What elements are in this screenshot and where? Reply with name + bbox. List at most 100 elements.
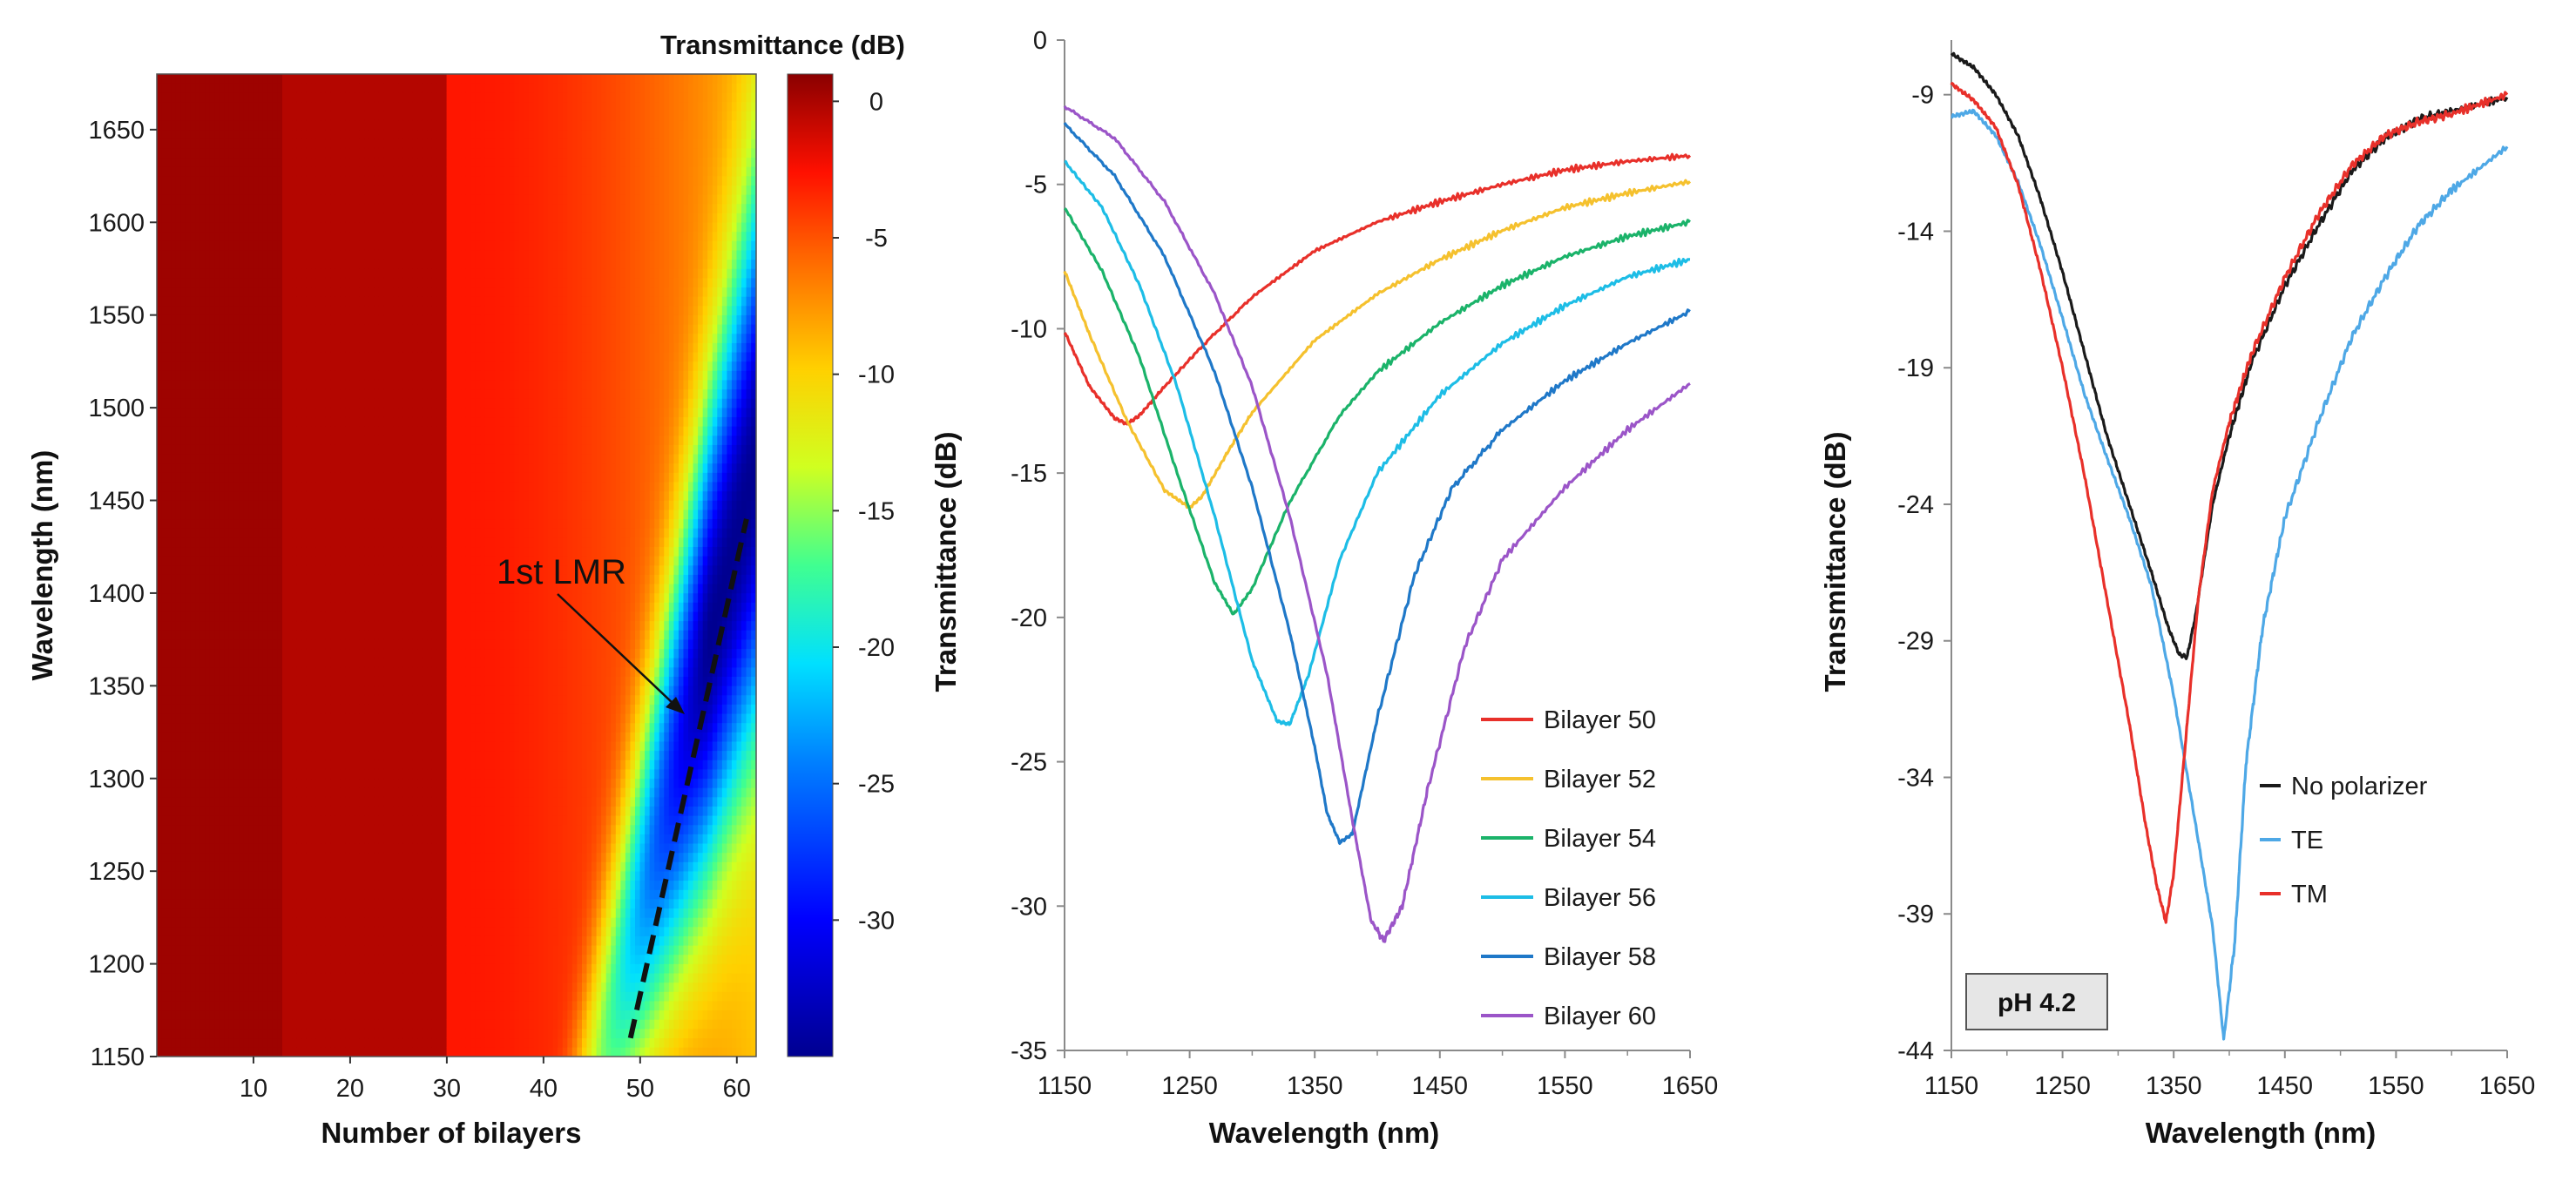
heatmap-cell: [368, 194, 375, 205]
heatmap-cell: [243, 194, 249, 205]
heatmap-cell: [281, 583, 288, 594]
heatmap-cell: [171, 157, 177, 167]
heatmap-cell: [157, 91, 162, 103]
heatmap-cell: [296, 982, 302, 992]
heatmap-cell: [272, 74, 279, 84]
heatmap-cell: [292, 481, 298, 492]
heatmap-cell: [239, 296, 245, 307]
heatmap-cell: [171, 277, 177, 288]
heatmap-cell: [199, 638, 206, 650]
heatmap-cell: [209, 852, 215, 862]
heatmap-cell: [166, 889, 172, 900]
heatmap-cell: [205, 880, 211, 890]
heatmap-cell: [161, 528, 167, 538]
heatmap-cell: [349, 704, 355, 714]
heatmap-cell: [228, 296, 235, 307]
heatmap-cell: [228, 712, 235, 724]
heatmap-cell: [199, 166, 206, 177]
heatmap-cell: [355, 166, 361, 177]
heatmap-cell: [378, 361, 385, 371]
heatmap-cell: [205, 398, 211, 409]
heatmap-cell: [364, 842, 370, 854]
heatmap-cell: [161, 583, 167, 594]
heatmap-cell: [175, 722, 182, 733]
heatmap-cell: [296, 861, 302, 872]
heatmap-cell: [277, 806, 283, 816]
heatmap-cell: [277, 658, 283, 668]
heatmap-cell: [253, 490, 259, 501]
heatmap-cell: [301, 138, 308, 149]
heatmap-cell: [195, 379, 201, 390]
heatmap-cell: [219, 119, 225, 131]
heatmap-cell: [262, 666, 268, 677]
heatmap-cell: [378, 666, 385, 677]
heatmap-cell: [258, 889, 264, 900]
heatmap-cell: [248, 537, 254, 548]
heatmap-cell: [171, 101, 177, 111]
heatmap-cell: [171, 611, 177, 622]
heatmap-cell: [301, 454, 308, 464]
heatmap-cell: [267, 935, 274, 946]
heatmap-cell: [180, 240, 186, 251]
heatmap-cell: [214, 398, 220, 409]
heatmap-cell: [335, 972, 341, 983]
heatmap-cell: [335, 870, 341, 881]
heatmap-cell: [321, 787, 327, 798]
heatmap-cell: [180, 166, 186, 177]
heatmap-cell: [224, 119, 230, 131]
heatmap-cell: [330, 426, 336, 436]
heatmap-cell: [157, 83, 162, 93]
heatmap-cell: [330, 889, 336, 900]
heatmap-cell: [205, 926, 211, 936]
heatmap-cell: [277, 592, 283, 603]
heatmap-cell: [239, 324, 245, 334]
heatmap-cell: [281, 1028, 288, 1039]
heatmap-cell: [345, 815, 351, 826]
heatmap-cell: [233, 898, 240, 909]
heatmap-cell: [233, 481, 240, 492]
heatmap-cell: [306, 666, 312, 677]
heatmap-cell: [281, 314, 288, 325]
heatmap-cell: [272, 760, 279, 770]
heatmap-cell: [253, 221, 259, 233]
heatmap-cell: [355, 398, 361, 409]
heatmap-cell: [315, 249, 321, 260]
heatmap-cell: [340, 694, 346, 705]
heatmap-cell: [272, 287, 279, 297]
heatmap-cell: [228, 982, 235, 992]
heatmap-cell: [301, 666, 308, 677]
heatmap-cell: [272, 712, 279, 724]
heatmap-cell: [171, 880, 177, 890]
heatmap-cell: [166, 324, 172, 334]
heatmap-cell: [205, 712, 211, 724]
heatmap-cell: [233, 463, 240, 473]
heatmap-cell: [185, 287, 192, 297]
heatmap-cell: [296, 324, 302, 334]
heatmap-cell: [262, 314, 268, 325]
heatmap-cell: [161, 379, 167, 390]
heatmap-cell: [209, 630, 215, 640]
heatmap-cell: [355, 852, 361, 862]
heatmap-cell: [195, 370, 201, 381]
heatmap-cell: [209, 1047, 215, 1057]
heatmap-cell: [306, 101, 312, 111]
heatmap-cell: [219, 1028, 225, 1039]
heatmap-cell: [195, 583, 201, 594]
heatmap-cell: [224, 880, 230, 890]
heatmap-cell: [180, 564, 186, 575]
heatmap-cell: [171, 824, 177, 834]
heatmap-cell: [195, 426, 201, 436]
heatmap-cell: [321, 185, 327, 195]
heatmap-cell: [378, 398, 385, 409]
heatmap-cell: [185, 333, 192, 343]
heatmap-cell: [219, 213, 225, 223]
heatmap-cell: [315, 296, 321, 307]
heatmap-cell: [374, 388, 380, 399]
heatmap-cell: [243, 620, 249, 631]
heatmap-cell: [340, 398, 346, 409]
heatmap-cell: [161, 444, 167, 455]
heatmap-cell: [335, 203, 341, 213]
heatmap-cell: [378, 83, 385, 93]
heatmap-cell: [233, 620, 240, 631]
heatmap-cell: [185, 824, 192, 834]
